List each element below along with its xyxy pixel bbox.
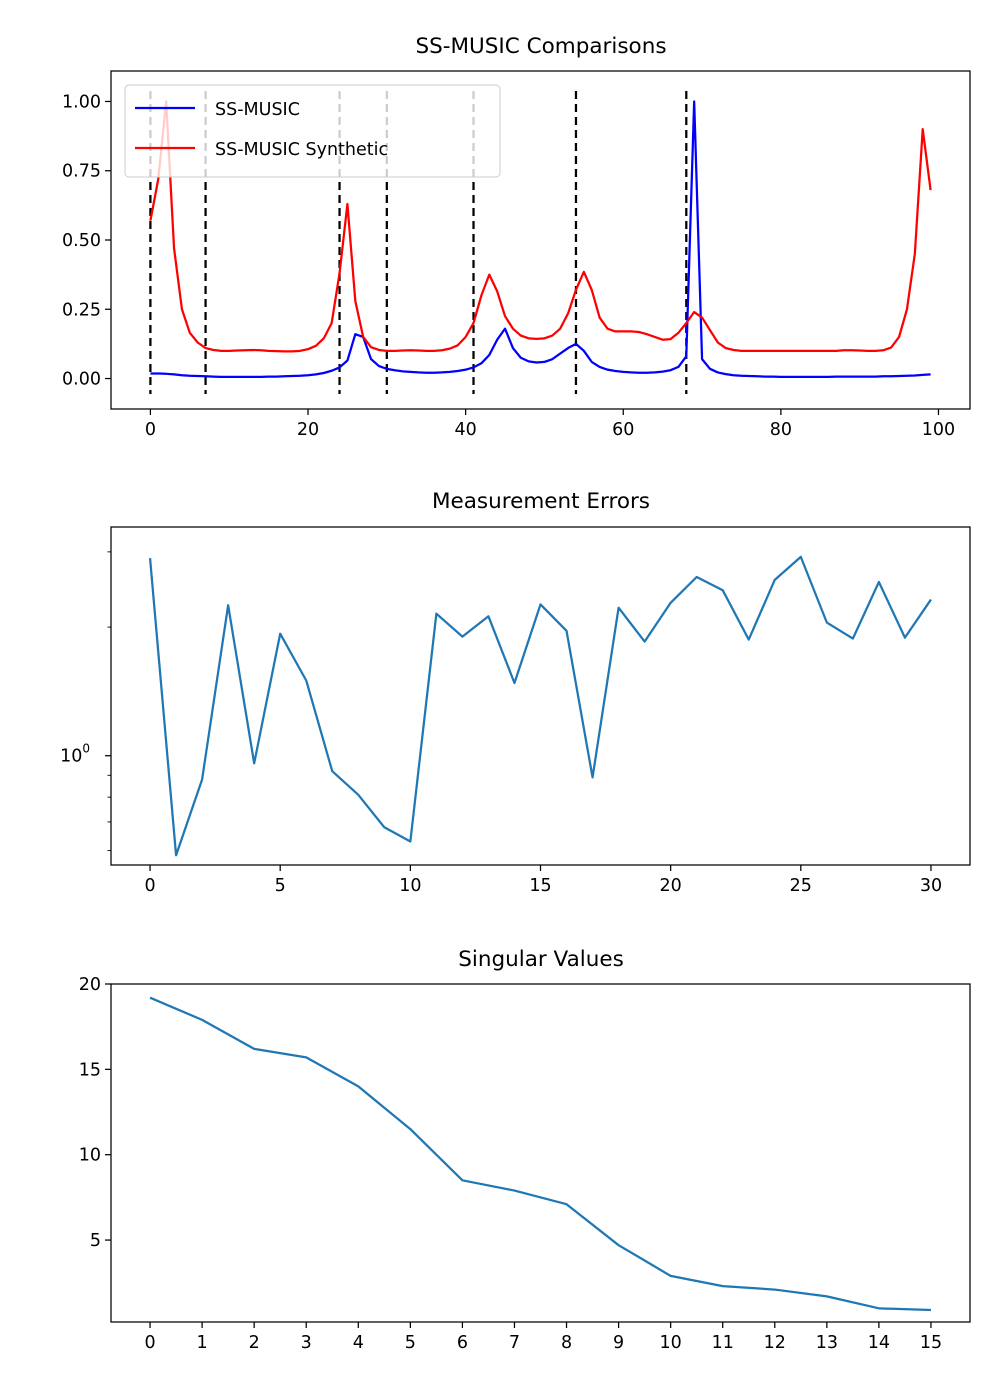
x-tick-label: 20: [660, 876, 682, 896]
y-tick-label: 15: [79, 1060, 101, 1080]
y-tick-label: 0.25: [62, 300, 101, 320]
tick-group: 0 20 40 60 80 100 0.00 0.25 0.50 0.75 1.00: [62, 92, 955, 440]
x-tick-label: 40: [454, 420, 476, 440]
x-tick-label: 15: [920, 1333, 942, 1353]
series-line: [148, 555, 932, 857]
series-line-ss-music-synthetic: [149, 100, 932, 353]
axes-frame: [110, 983, 971, 1323]
x-tick-label: 80: [770, 420, 792, 440]
x-tick-label: 14: [868, 1333, 890, 1353]
panel-title: SS-MUSIC Comparisons: [415, 34, 666, 59]
legend-label-ss-music-synthetic: SS-MUSIC Synthetic: [215, 140, 388, 160]
series-group: [149, 100, 932, 378]
series-group: [149, 996, 931, 1312]
legend-label-ss-music: SS-MUSIC: [215, 100, 300, 120]
y-tick-label: 1.00: [62, 92, 101, 112]
x-tick-label: 25: [790, 876, 812, 896]
x-tick-label: 100: [922, 420, 955, 440]
x-tick-label: 10: [399, 876, 421, 896]
legend: SS-MUSIC SS-MUSIC Synthetic: [124, 84, 501, 178]
x-tick-label: 5: [405, 1333, 416, 1353]
panel-title: Measurement Errors: [432, 489, 650, 514]
x-tick-label: 3: [301, 1333, 312, 1353]
axes-frame: [110, 70, 971, 410]
series-line: [149, 996, 931, 1312]
x-tick-label: 10: [660, 1333, 682, 1353]
tick-exponent: 0: [82, 742, 90, 756]
y-tick-label: 0.00: [62, 370, 101, 390]
x-tick-label: 0: [144, 1333, 155, 1353]
y-tick-label: 10: [79, 1146, 101, 1166]
y-tick-label: 5: [90, 1231, 101, 1251]
x-tick-label: 5: [275, 876, 286, 896]
tick-base: 10: [60, 747, 82, 767]
x-tick-label: 11: [712, 1333, 734, 1353]
x-tick-label: 6: [457, 1333, 468, 1353]
y-tick-label-10e0: 100: [60, 742, 90, 767]
x-tick-label: 13: [816, 1333, 838, 1353]
x-tick-label: 8: [561, 1333, 572, 1353]
measurement-errors-panel: Measurement Errors 100 0 5 10 15 20 25 30: [60, 489, 971, 896]
x-tick-label: 0: [145, 420, 156, 440]
panel-title: Singular Values: [458, 947, 624, 972]
tick-group: 100 0 5 10 15 20 25 30: [60, 551, 942, 896]
y-tick-label: 0.75: [62, 162, 101, 182]
ss-music-comparisons-panel: SS-MUSIC Comparisons 0 20 40 60 80 100 0.00 0.2…: [62, 34, 971, 440]
singular-values-panel: Singular Values 0 1 2 3 4 5 6 7 8 9 10 11 12 13 14 1551…: [79, 947, 971, 1353]
legend-box: [124, 84, 501, 178]
x-tick-label: 60: [612, 420, 634, 440]
x-tick-label: 15: [529, 876, 551, 896]
x-tick-label: 0: [144, 876, 155, 896]
x-tick-label: 7: [509, 1333, 520, 1353]
y-tick-label: 0.50: [62, 231, 101, 251]
x-tick-label: 4: [353, 1333, 364, 1353]
x-tick-label: 20: [297, 420, 319, 440]
x-tick-label: 1: [197, 1333, 208, 1353]
x-tick-label: 9: [613, 1333, 624, 1353]
x-tick-label: 12: [764, 1333, 786, 1353]
x-tick-label: 30: [920, 876, 942, 896]
y-tick-label: 20: [79, 975, 101, 995]
x-tick-label: 2: [249, 1333, 260, 1353]
axes-frame: [110, 526, 971, 866]
series-group: [148, 555, 932, 857]
series-line-ss-music: [150, 100, 931, 378]
